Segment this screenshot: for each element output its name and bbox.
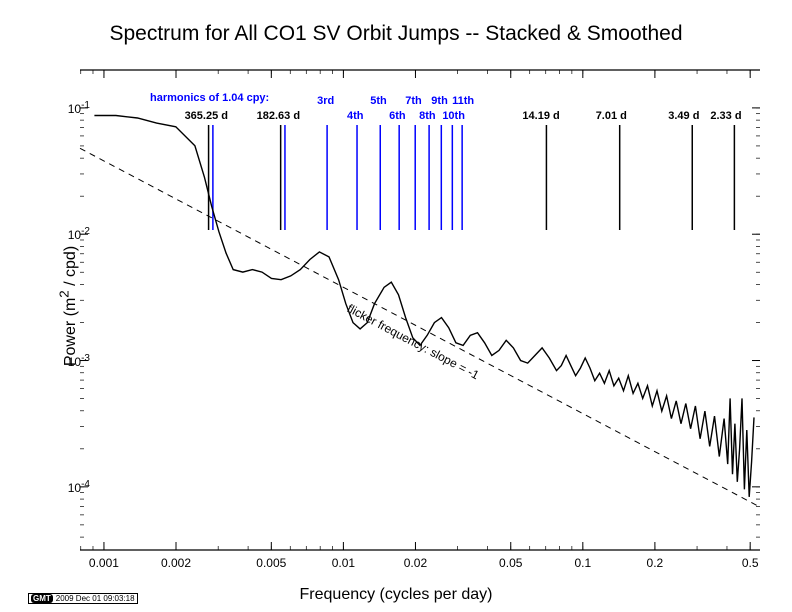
harmonic-ordinal: 11th xyxy=(452,95,474,107)
period-label: 3.49 d xyxy=(668,110,699,122)
harmonic-ordinal: 7th xyxy=(405,95,422,107)
harmonic-ordinal: 10th xyxy=(442,110,465,122)
x-tick-label: 0.02 xyxy=(404,556,427,570)
plot-area: flicker frequency: slope = -1 xyxy=(80,70,760,550)
x-tick-label: 0.01 xyxy=(332,556,355,570)
spectrum-line xyxy=(94,116,754,497)
harmonic-ordinal: 3rd xyxy=(317,95,334,107)
harmonic-ordinal: 5th xyxy=(370,95,387,107)
gmt-badge: GMT xyxy=(31,594,53,603)
y-tick-label: 10-3 xyxy=(10,353,90,369)
timestamp: GMT 2009 Dec 01 09:03:18 xyxy=(28,593,138,604)
x-tick-label: 0.1 xyxy=(574,556,591,570)
y-tick-label: 10-4 xyxy=(10,479,90,495)
chart-container: Spectrum for All CO1 SV Orbit Jumps -- S… xyxy=(0,0,792,612)
period-label: 182.63 d xyxy=(257,110,300,122)
y-tick-label: 10-2 xyxy=(10,226,90,242)
x-tick-label: 0.5 xyxy=(742,556,759,570)
period-label: 14.19 d xyxy=(522,110,559,122)
reference-line-label: flicker frequency: slope = -1 xyxy=(345,301,482,382)
period-label: 7.01 d xyxy=(596,110,627,122)
chart-title: Spectrum for All CO1 SV Orbit Jumps -- S… xyxy=(0,22,792,46)
y-tick-label: 10-1 xyxy=(10,100,90,116)
x-tick-label: 0.001 xyxy=(89,556,119,570)
period-label: 365.25 d xyxy=(185,110,228,122)
y-axis-label: Power (m2 / cpd) xyxy=(57,246,80,366)
harmonic-ordinal: 6th xyxy=(389,110,406,122)
harmonic-ordinal: 4th xyxy=(347,110,364,122)
x-tick-label: 0.005 xyxy=(256,556,286,570)
x-tick-label: 0.05 xyxy=(499,556,522,570)
x-tick-label: 0.002 xyxy=(161,556,191,570)
plot-svg: flicker frequency: slope = -1 xyxy=(80,70,760,550)
harmonics-header: harmonics of 1.04 cpy: xyxy=(150,92,269,104)
harmonic-ordinal: 8th xyxy=(419,110,436,122)
x-tick-label: 0.2 xyxy=(647,556,664,570)
timestamp-text: 2009 Dec 01 09:03:18 xyxy=(56,594,135,603)
period-label: 2.33 d xyxy=(710,110,741,122)
harmonic-ordinal: 9th xyxy=(431,95,448,107)
